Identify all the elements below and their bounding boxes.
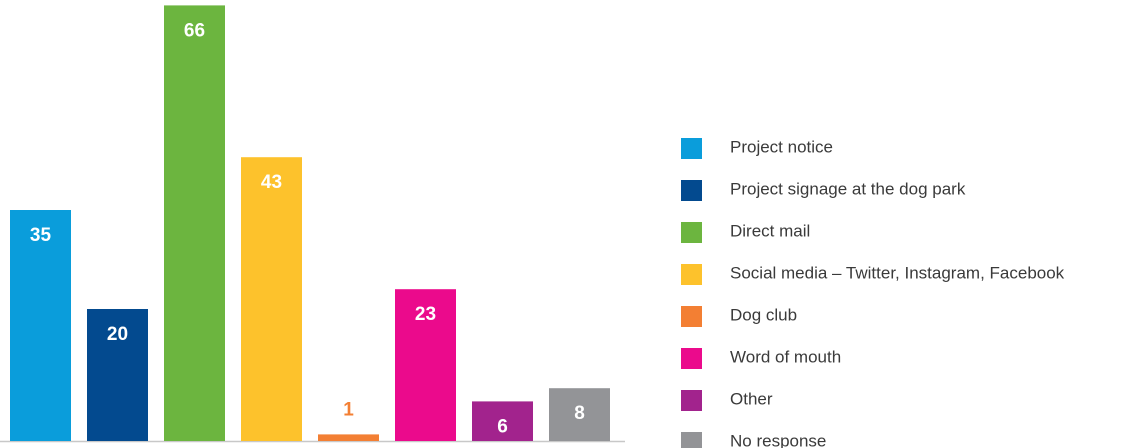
legend-swatch [681,306,702,327]
bar [10,210,71,441]
legend-label: Project signage at the dog park [730,179,966,198]
value-label: 66 [184,20,205,41]
value-label: 8 [574,403,585,424]
legend-label: Word of mouth [730,347,841,366]
legend-swatch [681,222,702,243]
legend-swatch [681,180,702,201]
legend-label: No response [730,431,826,448]
value-label: 20 [107,324,128,345]
legend-label: Project notice [730,137,833,156]
legend-swatch [681,264,702,285]
bar [549,388,610,441]
value-label: 35 [30,225,52,246]
value-label: 23 [415,304,436,325]
bar [87,309,148,441]
legend-swatch [681,348,702,369]
legend-label: Other [730,389,773,408]
bar [395,289,456,441]
value-label: 1 [343,399,354,420]
legend-swatch [681,138,702,159]
bar [318,434,379,441]
bar [241,157,302,441]
bar [472,401,533,441]
value-label: 6 [497,416,508,437]
legend-swatch [681,390,702,411]
legend-label: Direct mail [730,221,810,240]
bar [164,5,225,442]
legend-label: Social media – Twitter, Instagram, Faceb… [730,263,1065,282]
legend-label: Dog club [730,305,797,324]
legend-swatch [681,432,702,448]
value-label: 43 [261,172,282,193]
